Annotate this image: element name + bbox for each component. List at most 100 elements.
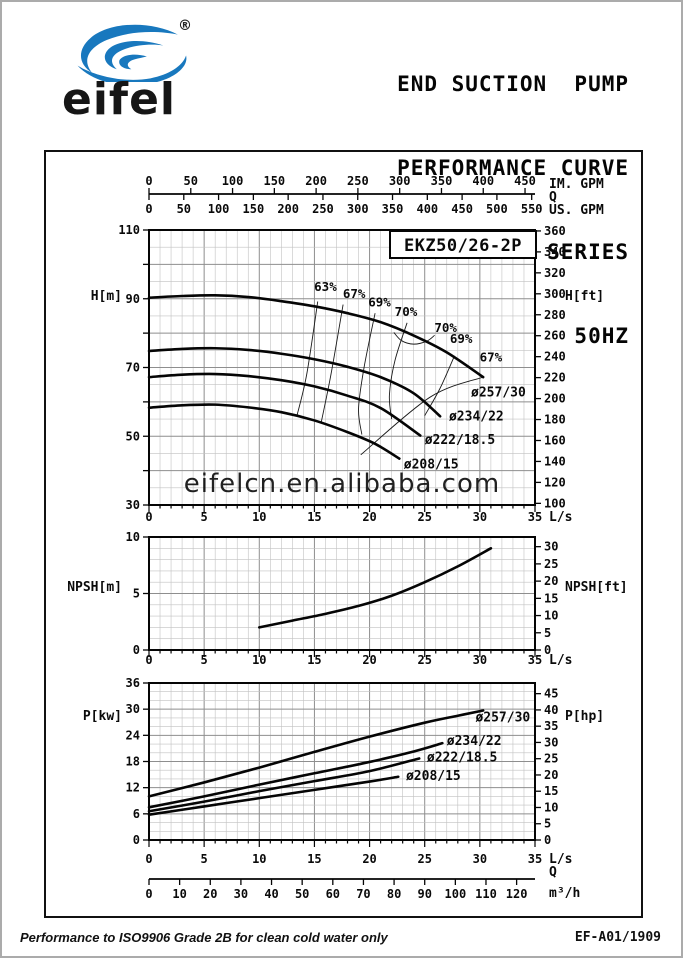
- curve-label: ø208/15: [406, 769, 461, 784]
- im-gpm-tick-label: 450: [514, 174, 536, 188]
- power-grid: [149, 683, 535, 840]
- y-left-tick-label: 0: [133, 833, 140, 847]
- power-x-axis: 0 5 10 15 20 25 30 35 L/s: [145, 840, 572, 867]
- x-tick-label: 35: [528, 510, 542, 524]
- im-gpm-tick-label: 100: [222, 174, 244, 188]
- curve-label: ø257/30: [471, 386, 526, 401]
- power-chart: ø257/30 ø234/22 ø222/18.5 ø208/15 0 5 10 15 20 25…: [83, 676, 604, 901]
- m3h-tick-label: 70: [356, 887, 370, 901]
- y-right-caption: H[ft]: [565, 289, 604, 304]
- y-right-tick-label: 200: [544, 392, 566, 406]
- x-tick-label: 25: [417, 510, 431, 524]
- q-caption: Q: [549, 190, 557, 205]
- curve-label: ø222/18.5: [427, 751, 497, 766]
- y-right-tick-label: 280: [544, 308, 566, 322]
- x-tick-label: 0: [145, 852, 152, 866]
- y-right-tick-label: 40: [544, 703, 558, 717]
- y-right-tick-label: 45: [544, 687, 558, 701]
- efficiency-label: 69%: [450, 331, 473, 346]
- y-right-caption: NPSH[ft]: [565, 580, 628, 595]
- y-left-tick-label: 90: [126, 292, 140, 306]
- y-left-tick-label: 18: [126, 755, 140, 769]
- y-right-tick-label: 340: [544, 245, 566, 259]
- y-left-tick-label: 6: [133, 807, 140, 821]
- y-left-tick-label: 0: [133, 643, 140, 657]
- y-left-tick-label: 50: [126, 429, 140, 443]
- us-gpm-tick-label: 0: [145, 202, 152, 216]
- y-right-tick-label: 20: [544, 574, 558, 588]
- logo-swirl-icon: [77, 24, 187, 82]
- y-right-tick-label: 25: [544, 557, 558, 571]
- m3h-tick-label: 20: [203, 887, 217, 901]
- y-right-tick-label: 10: [544, 800, 558, 814]
- efficiency-lines: 63% 67%69%70%70%69%67%: [296, 279, 503, 456]
- m3h-tick-label: 80: [387, 887, 401, 901]
- x-tick-label: 10: [252, 852, 266, 866]
- head-curve-ø222/18.5: [147, 372, 422, 437]
- power-y-left-axis: 0 6 12 18 24 30 36 P[kw]: [83, 676, 149, 847]
- npsh-y-left-axis: 0 5 10 NPSH[m]: [67, 530, 149, 657]
- y-right-tick-label: 30: [544, 735, 558, 749]
- head-y-right-axis: 100 120 140 160 180 200 220 240 260 280 300 320 340 3…: [535, 224, 604, 510]
- model-box: [389, 230, 537, 259]
- m3h-tick-label: 120: [506, 887, 528, 901]
- npsh-curve-NPSH: [257, 547, 493, 629]
- x-tick-label: 0: [145, 653, 152, 667]
- us-gpm-tick-label: 500: [486, 202, 508, 216]
- curve-label: ø257/30: [475, 710, 530, 725]
- us-gpm-tick-label: 450: [451, 202, 473, 216]
- x-tick-label: 20: [362, 852, 376, 866]
- x-tick-label: 30: [473, 852, 487, 866]
- head-y-left-axis: 30 50 70 90 110 H[m]: [91, 223, 149, 512]
- registered-trademark-icon: ®: [178, 18, 192, 34]
- head-curve-ø208/15: [147, 403, 401, 460]
- x-tick-label: 5: [201, 510, 208, 524]
- efficiency-line: [296, 301, 319, 417]
- y-left-caption: H[m]: [91, 289, 122, 304]
- head-curve-ø234/22: [147, 346, 442, 418]
- x-tick-label: 5: [201, 852, 208, 866]
- im-gpm-tick-label: 200: [305, 174, 327, 188]
- chart-sheet-border: [44, 150, 643, 918]
- y-right-caption: P[hp]: [565, 709, 604, 724]
- brand-name: eifel: [62, 74, 176, 125]
- x-tick-label: 35: [528, 653, 542, 667]
- curve-label: ø234/22: [447, 734, 502, 749]
- head-grid: [149, 230, 535, 505]
- m3h-tick-label: 40: [264, 887, 278, 901]
- x-tick-label: 25: [417, 852, 431, 866]
- y-left-tick-label: 24: [126, 728, 140, 742]
- im-gpm-tick-label: 250: [347, 174, 369, 188]
- power-curve-ø222/18.5: [147, 757, 421, 813]
- im-gpm-tick-label: 350: [431, 174, 453, 188]
- x-tick-label: 20: [362, 653, 376, 667]
- title-line-4: 50HZ: [574, 324, 629, 348]
- curve-label: ø222/18.5: [425, 433, 495, 448]
- watermark: eifelcn.en.alibaba.com: [184, 469, 500, 499]
- us-gpm-tick-label: 200: [277, 202, 299, 216]
- document-title: END SUCTION PUMP PERFORMANCE CURVE EKZ S…: [397, 14, 629, 406]
- x-unit-caption: L/s: [549, 653, 572, 668]
- m3h-tick-label: 110: [475, 887, 497, 901]
- m3h-axis: 0 10 20 30 40 50 60 70 80 90 100 110 120 Qm³/h: [145, 865, 580, 901]
- y-right-tick-label: 15: [544, 591, 558, 605]
- efficiency-line: [424, 355, 455, 416]
- us-gpm-tick-label: 50: [177, 202, 191, 216]
- efficiency-line: [320, 304, 344, 424]
- y-right-tick-label: 300: [544, 287, 566, 301]
- npsh-chart: 0 5 10 15 20 25 30 35 L/s0510NPSH[m]051015202530…: [67, 530, 627, 668]
- m3h-tick-label: 30: [234, 887, 248, 901]
- im-gpm-tick-label: 400: [472, 174, 494, 188]
- head-chart: eifelcn.en.alibaba.com 63% 67%69%70%70%69%…: [91, 174, 604, 525]
- y-left-tick-label: 30: [126, 702, 140, 716]
- im-gpm-tick-label: 300: [389, 174, 411, 188]
- y-left-tick-label: 5: [133, 587, 140, 601]
- x-tick-label: 10: [252, 653, 266, 667]
- m3h-tick-label: 10: [172, 887, 186, 901]
- im-gpm-tick-label: 0: [145, 174, 152, 188]
- x-tick-label: 35: [528, 852, 542, 866]
- x-tick-label: 5: [201, 653, 208, 667]
- y-right-tick-label: 180: [544, 413, 566, 427]
- npsh-x-axis: 0 5 10 15 20 25 30 35 L/s: [145, 650, 572, 668]
